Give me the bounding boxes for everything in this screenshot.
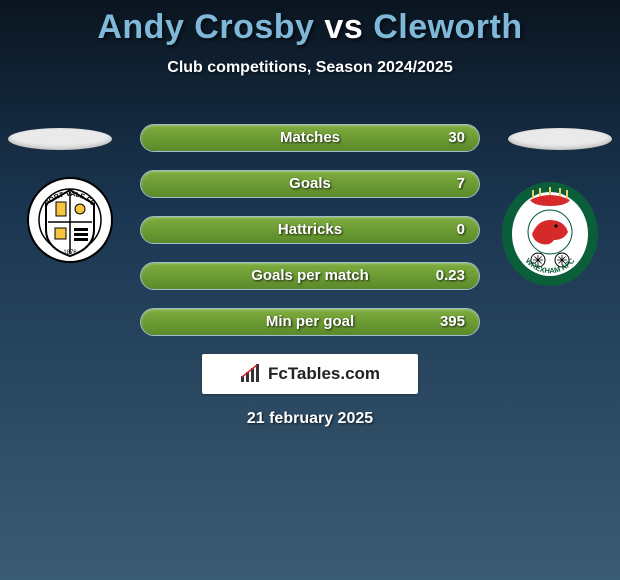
player2-name: Cleworth <box>373 8 522 46</box>
player1-name: Andy Crosby <box>97 8 314 46</box>
stat-value: 395 <box>440 313 465 330</box>
stat-row-matches: Matches 30 <box>140 124 480 152</box>
player1-headshot-placeholder <box>8 128 112 150</box>
stat-label: Goals <box>141 175 479 192</box>
branding-link[interactable]: FcTables.com <box>202 354 418 394</box>
date-text: 21 february 2025 <box>0 410 620 428</box>
comparison-widget: Andy Crosby vs Cleworth Club competition… <box>0 0 620 580</box>
stats-container: Matches 30 Goals 7 Hattricks 0 Goals per… <box>140 124 480 354</box>
branding-text: FcTables.com <box>268 364 380 384</box>
stat-value: 30 <box>448 129 465 146</box>
stat-row-hattricks: Hattricks 0 <box>140 216 480 244</box>
club-crest-port-vale: PORT VALE FC 1876 <box>20 176 120 264</box>
port-vale-icon: PORT VALE FC 1876 <box>20 176 120 264</box>
stat-label: Goals per match <box>141 267 479 284</box>
chart-bars-icon <box>240 364 262 384</box>
wrexham-icon: WREXHAM AFC <box>500 182 600 290</box>
stat-value: 7 <box>457 175 465 192</box>
stat-value: 0.23 <box>436 267 465 284</box>
stat-label: Hattricks <box>141 221 479 238</box>
subtitle: Club competitions, Season 2024/2025 <box>0 59 620 77</box>
stat-value: 0 <box>457 221 465 238</box>
page-title: Andy Crosby vs Cleworth <box>0 0 620 47</box>
stat-row-goals: Goals 7 <box>140 170 480 198</box>
stat-label: Min per goal <box>141 313 479 330</box>
player2-headshot-placeholder <box>508 128 612 150</box>
vs-text: vs <box>324 8 363 46</box>
stat-row-goals-per-match: Goals per match 0.23 <box>140 262 480 290</box>
stat-label: Matches <box>141 129 479 146</box>
stat-row-min-per-goal: Min per goal 395 <box>140 308 480 336</box>
club-crest-wrexham: WREXHAM AFC <box>500 182 600 270</box>
svg-text:1876: 1876 <box>63 250 77 256</box>
